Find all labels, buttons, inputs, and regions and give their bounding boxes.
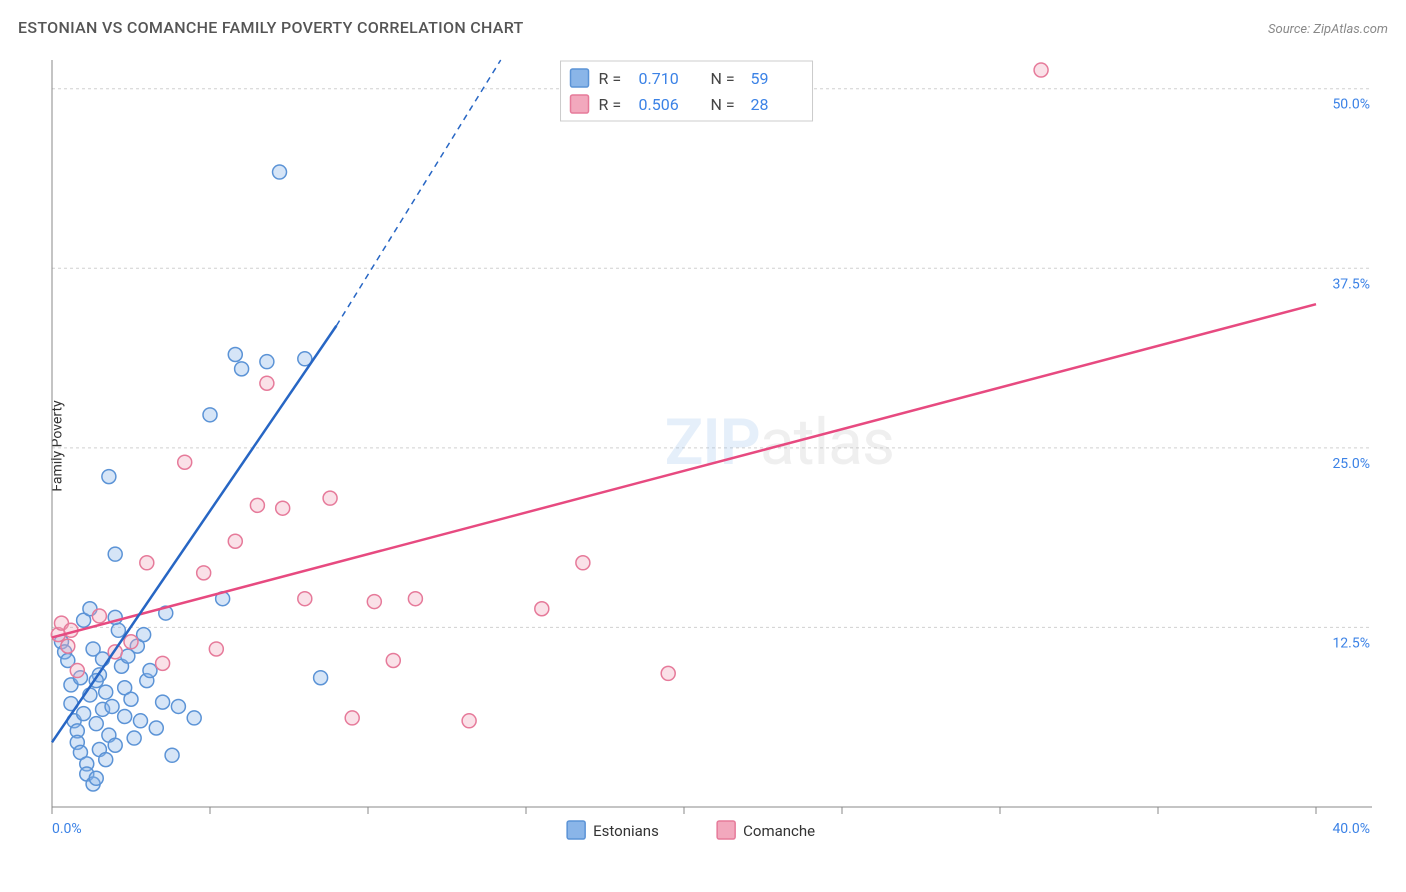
scatter-point	[70, 664, 84, 678]
legend-r-value: 0.710	[639, 69, 679, 88]
x-tick-label: 40.0%	[1332, 821, 1370, 837]
scatter-point	[386, 653, 400, 667]
chart-title: ESTONIAN VS COMANCHE FAMILY POVERTY CORR…	[18, 18, 524, 37]
scatter-point	[178, 455, 192, 469]
scatter-point	[77, 707, 91, 721]
scatter-point	[171, 699, 185, 713]
scatter-point	[133, 714, 147, 728]
scatter-point	[89, 717, 103, 731]
scatter-point	[462, 714, 476, 728]
scatter-point	[140, 556, 154, 570]
scatter-point	[345, 711, 359, 725]
scatter-point	[408, 592, 422, 606]
chart-source: Source: ZipAtlas.com	[1268, 22, 1388, 37]
scatter-point	[102, 470, 116, 484]
scatter-point	[92, 609, 106, 623]
scatter-point	[209, 642, 223, 656]
y-tick-label: 25.0%	[1332, 456, 1370, 472]
bottom-legend-label: Estonians	[593, 822, 659, 840]
chart-plot-area: 12.5% 25.0% 37.5% 50.0% ZIPatlas 0.0% 40.0% R =…	[50, 55, 1376, 842]
trend-line-blue	[52, 326, 336, 743]
scatter-point	[260, 376, 274, 390]
scatter-point	[276, 501, 290, 515]
scatter-point	[149, 721, 163, 735]
scatter-point	[197, 566, 211, 580]
scatter-point	[661, 666, 675, 680]
scatter-point	[250, 498, 264, 512]
scatter-point	[165, 748, 179, 762]
scatter-point	[137, 628, 151, 642]
y-tick-label: 37.5%	[1332, 276, 1370, 292]
scatter-point	[1034, 63, 1048, 77]
scatter-point	[228, 534, 242, 548]
scatter-point	[118, 709, 132, 723]
scatter-point	[228, 347, 242, 361]
scatter-point	[260, 355, 274, 369]
scatter-point	[535, 602, 549, 616]
legend-n-value: 59	[751, 69, 769, 88]
legend-swatch	[571, 95, 589, 113]
bottom-legend-swatch	[717, 821, 735, 839]
scatter-point	[367, 595, 381, 609]
scatter-point	[99, 753, 113, 767]
scatter-point	[187, 711, 201, 725]
scatter-point	[203, 408, 217, 422]
scatter-point	[124, 635, 138, 649]
scatter-point	[156, 695, 170, 709]
trend-line-blue-dash	[336, 60, 500, 326]
scatter-point	[89, 771, 103, 785]
scatter-point	[235, 362, 249, 376]
scatter-point	[111, 623, 125, 637]
legend-n-label: N =	[711, 95, 735, 114]
scatter-point	[108, 738, 122, 752]
scatter-point	[314, 671, 328, 685]
legend-n-label: N =	[711, 69, 735, 88]
y-tick-label: 12.5%	[1332, 635, 1370, 651]
chart-header: ESTONIAN VS COMANCHE FAMILY POVERTY CORR…	[18, 18, 1388, 37]
y-tick-label: 50.0%	[1332, 97, 1370, 113]
scatter-point	[323, 491, 337, 505]
legend-n-value: 28	[751, 95, 769, 114]
scatter-point	[127, 731, 141, 745]
scatter-point	[273, 165, 287, 179]
scatter-point	[156, 656, 170, 670]
legend-r-label: R =	[599, 69, 622, 88]
scatter-point	[143, 664, 157, 678]
scatter-point	[99, 685, 113, 699]
legend-r-value: 0.506	[639, 95, 679, 114]
scatter-point	[61, 639, 75, 653]
bottom-legend-label: Comanche	[743, 822, 815, 840]
x-tick-label: 0.0%	[52, 821, 82, 837]
legend-r-label: R =	[599, 95, 622, 114]
scatter-point	[105, 699, 119, 713]
scatter-point	[298, 592, 312, 606]
scatter-point	[576, 556, 590, 570]
bottom-legend-swatch	[567, 821, 585, 839]
chart-svg: 12.5% 25.0% 37.5% 50.0% ZIPatlas 0.0% 40.0% R =…	[50, 55, 1376, 842]
scatter-point	[108, 547, 122, 561]
watermark: ZIPatlas	[665, 405, 894, 480]
scatter-point	[124, 692, 138, 706]
legend-swatch	[571, 69, 589, 87]
